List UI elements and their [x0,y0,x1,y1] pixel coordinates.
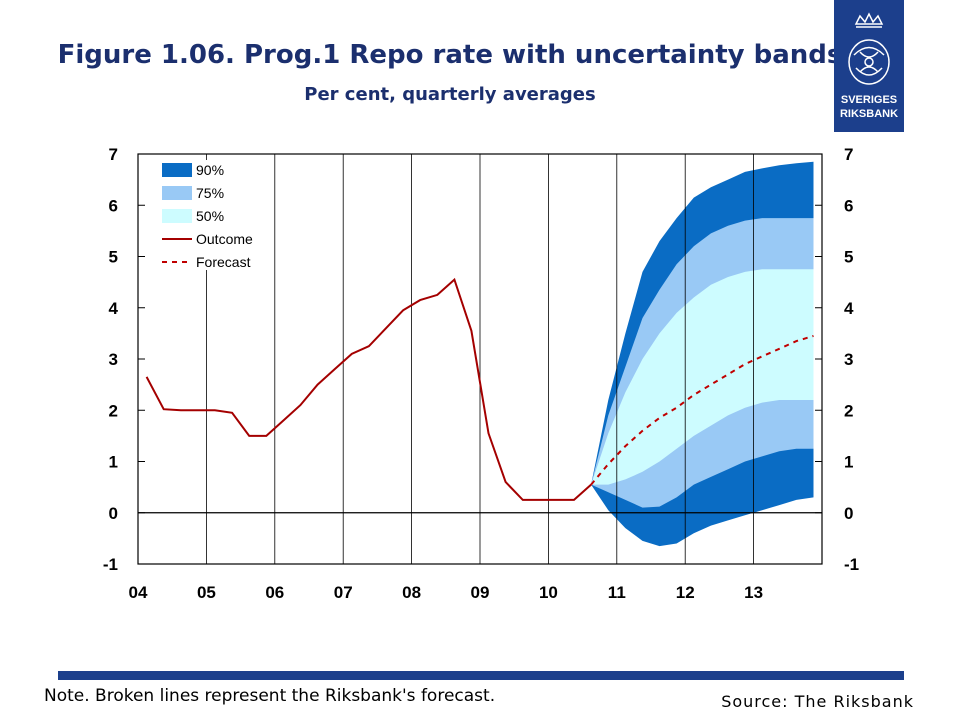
y-tick-label-right: 2 [844,401,853,420]
y-tick-label-left: 5 [109,248,118,267]
outcome-line [145,277,592,501]
y-tick-label-left: 1 [109,453,118,472]
x-tick-label: 04 [129,583,148,602]
chart-subtitle: Per cent, quarterly averages [304,84,596,105]
chart-legend: 90% 75% 50% Outcome Forecast [156,160,272,270]
legend-label: 90% [196,162,224,178]
footer-source: Source: The Riksbank [721,692,914,711]
x-tick-label: 08 [402,583,421,602]
footer-note: Note. Broken lines represent the Riksban… [44,686,496,706]
x-tick-label: 13 [744,583,763,602]
y-tick-label-left: -1 [103,555,118,574]
crown-shield-emblem-icon: SVERIGES RIKSBANK [840,12,898,120]
uncertainty-bands [591,161,814,547]
forecast-line [590,334,814,486]
y-tick-label-right: 3 [844,350,853,369]
x-tick-label: 11 [608,583,626,602]
chart-axes: 7 76 65 54 43 32 21 10 0-1 -104 05 06 07 08 09 10 11 12 13 [103,145,859,602]
x-tick-label: 07 [334,583,353,602]
legend-label: 50% [196,208,224,224]
y-tick-label-left: 3 [109,350,118,369]
legend-label: 75% [196,185,224,201]
legend-label: Outcome [196,231,253,247]
footer-divider [58,671,904,680]
x-tick-label: 06 [265,583,284,602]
band-50 [591,269,814,485]
logo-text-line2: RIKSBANK [840,108,898,120]
riksbank-logo: SVERIGES RIKSBANK [834,0,904,132]
y-tick-label-left: 0 [109,504,118,523]
y-tick-label-right: 5 [844,248,853,267]
y-tick-label-right: 7 [844,145,853,164]
x-tick-label: 05 [197,583,216,602]
y-tick-label-right: 1 [844,453,853,472]
y-tick-label-right: 0 [844,504,853,523]
y-tick-label-left: 7 [109,145,118,164]
y-tick-label-right: 6 [844,196,853,215]
legend-swatch-band [162,209,192,223]
logo-text-line1: SVERIGES [841,94,897,106]
x-tick-label: 09 [471,583,490,602]
y-tick-label-left: 2 [109,401,118,420]
legend-swatch-band [162,163,192,177]
y-tick-label-left: 4 [109,299,119,318]
x-tick-label: 10 [539,583,558,602]
chart-title: Figure 1.06. Prog.1 Repo rate with uncer… [57,40,843,70]
y-tick-label-right: 4 [844,299,854,318]
y-tick-label-left: 6 [109,196,118,215]
legend-swatch-band [162,186,192,200]
x-tick-label: 12 [676,583,695,602]
y-tick-label-right: -1 [844,555,859,574]
chart-lines [145,277,814,501]
chart-gridlines [138,154,822,564]
legend-label: Forecast [196,254,251,270]
